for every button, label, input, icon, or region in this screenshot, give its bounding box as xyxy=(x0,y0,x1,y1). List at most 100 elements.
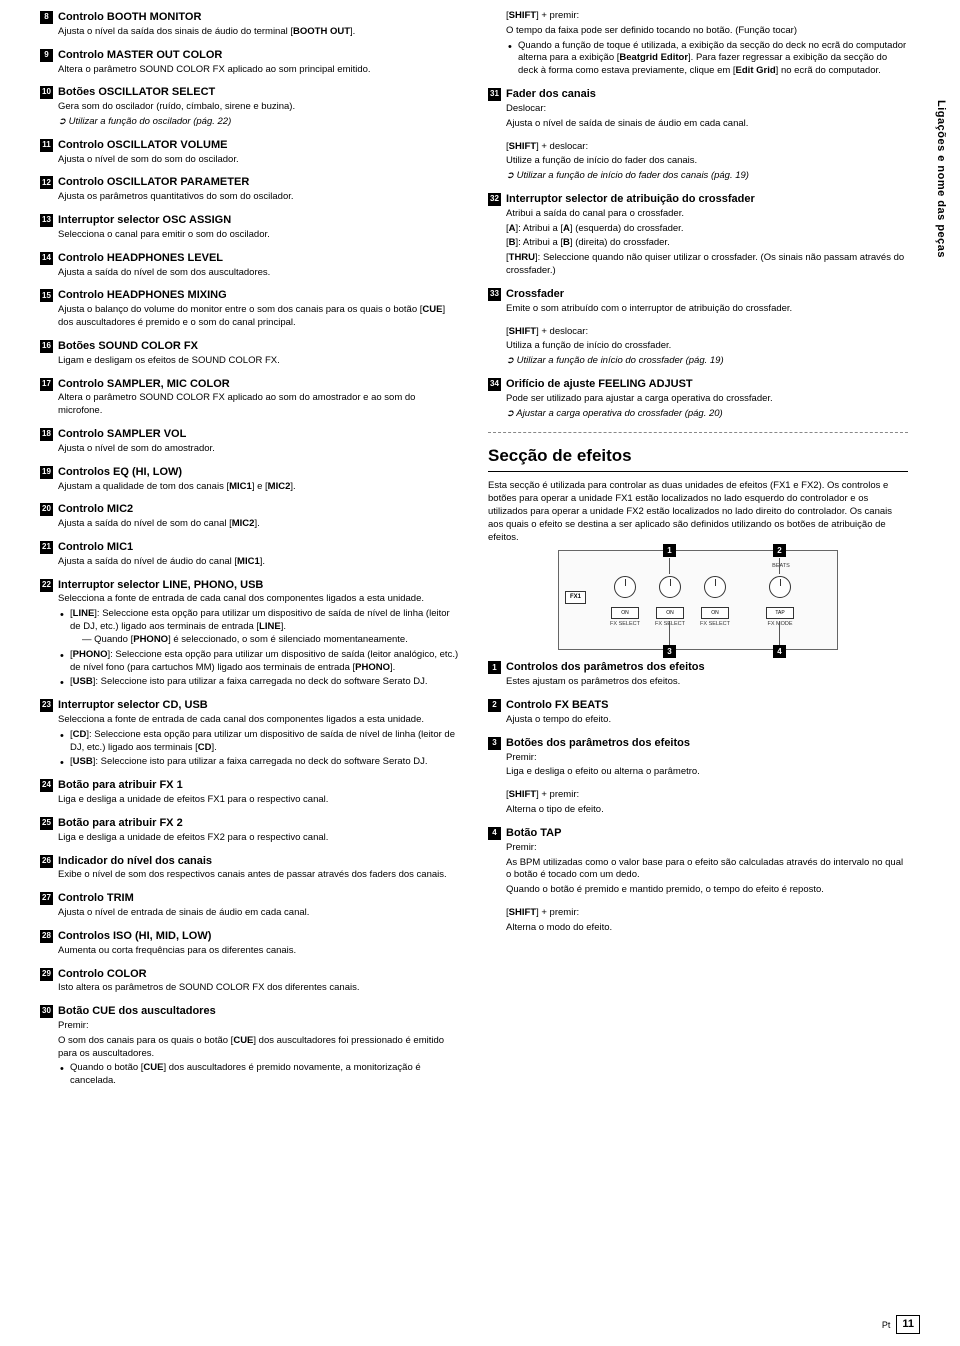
item-title: Controlo COLOR xyxy=(58,967,147,982)
item-number: 1 xyxy=(488,661,501,674)
item-title: Interruptor selector de atribuição do cr… xyxy=(506,192,755,207)
callout-4: 4 xyxy=(773,645,786,658)
callout-2: 2 xyxy=(773,544,786,557)
bullet: Quando o botão [CUE] dos auscultadores é… xyxy=(58,1062,460,1088)
item-body: [SHIFT] + premir:O tempo da faixa pode s… xyxy=(506,10,908,78)
item-number: 11 xyxy=(40,139,53,152)
manual-item: 31 Fader dos canaisDeslocar:Ajusta o níve… xyxy=(488,87,908,183)
item-title: Controlo SAMPLER, MIC COLOR xyxy=(58,377,230,392)
item-body: Altera o parâmetro SOUND COLOR FX aplica… xyxy=(58,64,460,77)
knob-beats xyxy=(769,576,791,598)
item-body: Ajusta o tempo do efeito. xyxy=(506,714,908,727)
manual-item: [SHIFT] + premir:O tempo da faixa pode s… xyxy=(488,10,908,78)
item-title: Fader dos canais xyxy=(506,87,596,102)
item-number: 34 xyxy=(488,378,501,391)
sub3: FX SELECT xyxy=(699,621,731,628)
manual-item: 24 Botão para atribuir FX 1Liga e desliga… xyxy=(40,778,460,807)
item-number: 24 xyxy=(40,779,53,792)
item-number: 2 xyxy=(488,699,501,712)
item-body: Aumenta ou corta frequências para os dif… xyxy=(58,945,460,958)
item-body: Premir:As BPM utilizadas como o valor ba… xyxy=(506,842,908,935)
item-title: Controlos EQ (HI, LOW) xyxy=(58,465,182,480)
item-title: Interruptor selector OSC ASSIGN xyxy=(58,213,231,228)
item-body: Liga e desliga a unidade de efeitos FX1 … xyxy=(58,794,460,807)
item-number: 3 xyxy=(488,737,501,750)
manual-item: 33 CrossfaderEmite o som atribuído com o … xyxy=(488,287,908,368)
item-ref: Utilizar a função de início do crossfade… xyxy=(506,355,908,368)
item-title: Controlos ISO (HI, MID, LOW) xyxy=(58,929,211,944)
item-bullets: [CD]: Seleccione esta opção para utiliza… xyxy=(58,729,460,769)
right-column: [SHIFT] + premir:O tempo da faixa pode s… xyxy=(488,10,908,1097)
item-number: 20 xyxy=(40,503,53,516)
bullet: Quando a função de toque é utilizada, a … xyxy=(506,40,908,78)
item-number: 15 xyxy=(40,289,53,302)
sub1: FX SELECT xyxy=(609,621,641,628)
item-title: Controlo TRIM xyxy=(58,891,134,906)
manual-item: 28 Controlos ISO (HI, MID, LOW)Aumenta ou… xyxy=(40,929,460,958)
item-number: 27 xyxy=(40,892,53,905)
item-number: 22 xyxy=(40,579,53,592)
manual-item: 20 Controlo MIC2Ajusta a saída do nível d… xyxy=(40,502,460,531)
bullet: [CD]: Seleccione esta opção para utiliza… xyxy=(58,729,460,755)
manual-item: 10Botões OSCILLATOR SELECTGera som do os… xyxy=(40,85,460,128)
manual-item: 17Controlo SAMPLER, MIC COLORAltera o pa… xyxy=(40,377,460,418)
item-body: Emite o som atribuído com o interruptor … xyxy=(506,303,908,368)
manual-item: 25Botão para atribuir FX 2Liga e desliga… xyxy=(40,816,460,845)
manual-item: 2Controlo FX BEATSAjusta o tempo do efei… xyxy=(488,698,908,727)
item-title: Botões dos parâmetros dos efeitos xyxy=(506,736,690,751)
manual-item: 12Controlo OSCILLATOR PARAMETERAjusta os… xyxy=(40,175,460,204)
manual-item: 11 Controlo OSCILLATOR VOLUMEAjusta o nív… xyxy=(40,138,460,167)
manual-item: 1Controlos dos parâmetros dos efeitosEst… xyxy=(488,660,908,689)
manual-item: 4 Botão TAPPremir:As BPM utilizadas como … xyxy=(488,826,908,935)
page-footer: Pt 11 xyxy=(882,1315,920,1334)
item-title: Controlo BOOTH MONITOR xyxy=(58,10,201,25)
item-body: Selecciona a fonte de entrada de cada ca… xyxy=(58,714,460,769)
item-ref: Ajustar a carga operativa do crossfader … xyxy=(506,408,908,421)
manual-item: 21Controlo MIC1Ajusta a saída do nível d… xyxy=(40,540,460,569)
item-number: 13 xyxy=(40,214,53,227)
left-column: 8 Controlo BOOTH MONITORAjusta o nível da… xyxy=(40,10,460,1097)
item-body: Ajusta a saída do nível de som do canal … xyxy=(58,518,460,531)
item-body: Deslocar:Ajusta o nível de saída de sina… xyxy=(506,103,908,183)
item-title: Botão para atribuir FX 1 xyxy=(58,778,183,793)
item-number: 23 xyxy=(40,699,53,712)
manual-item: 18Controlo SAMPLER VOLAjusta o nível de … xyxy=(40,427,460,456)
item-number: 26 xyxy=(40,855,53,868)
item-number: 4 xyxy=(488,827,501,840)
item-title: Controlo MIC2 xyxy=(58,502,133,517)
manual-item: 8 Controlo BOOTH MONITORAjusta o nível da… xyxy=(40,10,460,39)
item-body: Selecciona a fonte de entrada de cada ca… xyxy=(58,593,460,689)
item-number: 14 xyxy=(40,252,53,265)
bullet: [LINE]: Seleccione esta opção para utili… xyxy=(58,608,460,646)
item-body: Ajusta o nível da saída dos sinais de áu… xyxy=(58,26,460,39)
item-body: Liga e desliga a unidade de efeitos FX2 … xyxy=(58,832,460,845)
item-title: Botão TAP xyxy=(506,826,561,841)
item-body: Ajusta o nível de som do som do oscilado… xyxy=(58,154,460,167)
manual-item: 29Controlo COLORIsto altera os parâmetro… xyxy=(40,967,460,996)
manual-item: 27 Controlo TRIMAjusta o nível de entrada… xyxy=(40,891,460,920)
item-title: Crossfader xyxy=(506,287,564,302)
manual-item: 15Controlo HEADPHONES MIXINGAjusta o bal… xyxy=(40,288,460,329)
item-body: Exibe o nível de som dos respectivos can… xyxy=(58,869,460,882)
item-title: Controlo OSCILLATOR VOLUME xyxy=(58,138,227,153)
item-bullets: [LINE]: Seleccione esta opção para utili… xyxy=(58,608,460,689)
item-bullets: Quando a função de toque é utilizada, a … xyxy=(506,40,908,78)
manual-item: 3Botões dos parâmetros dos efeitosPremir… xyxy=(488,736,908,817)
item-number: 28 xyxy=(40,930,53,943)
item-body: Estes ajustam os parâmetros dos efeitos. xyxy=(506,676,908,689)
item-title: Indicador do nível dos canais xyxy=(58,854,212,869)
item-number: 30 xyxy=(40,1005,53,1018)
item-number: 21 xyxy=(40,541,53,554)
item-title: Controlo OSCILLATOR PARAMETER xyxy=(58,175,249,190)
item-ref: Utilizar a função de início do fader dos… xyxy=(506,170,908,183)
item-body: Selecciona o canal para emitir o som do … xyxy=(58,229,460,242)
item-number: 12 xyxy=(40,176,53,189)
fx1-label: FX1 xyxy=(565,591,586,603)
item-number: 8 xyxy=(40,11,53,24)
manual-item: 16Botões SOUND COLOR FXLigam e desligam … xyxy=(40,339,460,368)
item-number: 33 xyxy=(488,288,501,301)
item-number: 29 xyxy=(40,968,53,981)
effects-diagram: FX1 BEATS ON ON ON TAP FX SELECT FX SELE… xyxy=(558,550,838,650)
item-body: Ajusta o nível de entrada de sinais de á… xyxy=(58,907,460,920)
item-number: 31 xyxy=(488,88,501,101)
